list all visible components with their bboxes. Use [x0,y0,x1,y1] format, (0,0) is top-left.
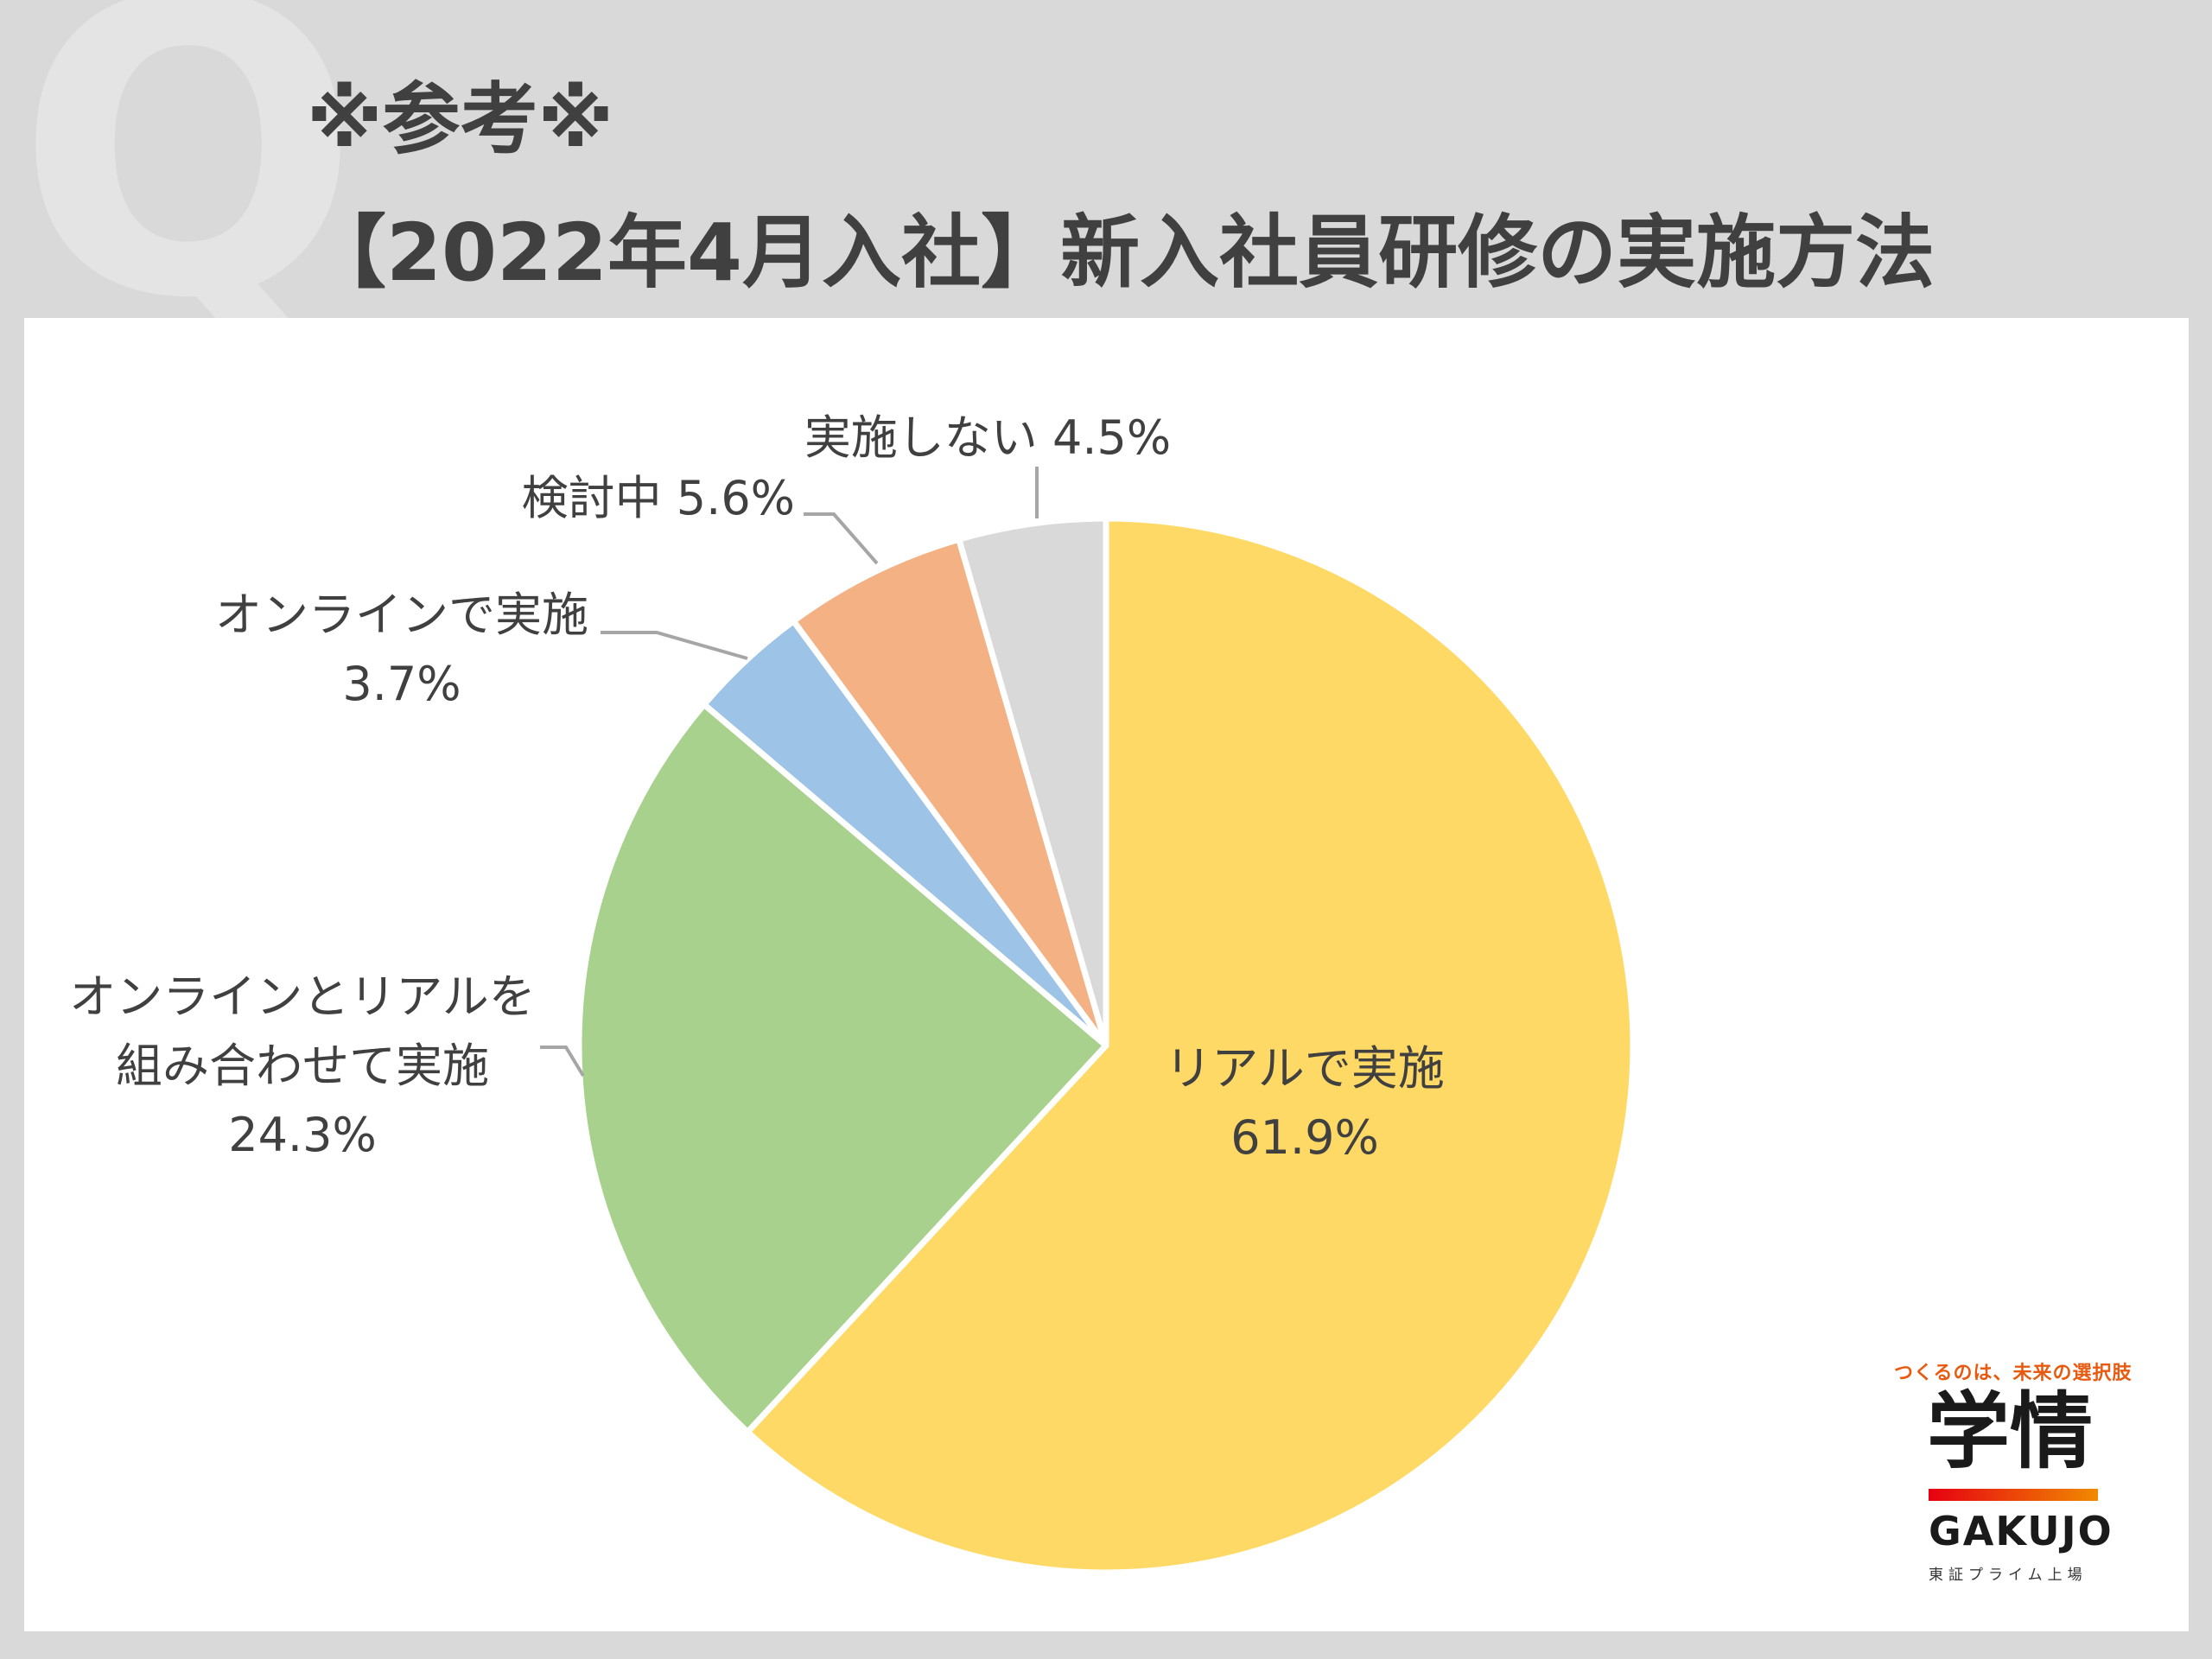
label-real-value: 61.9% [1230,1110,1379,1165]
q-watermark: Q [16,0,361,387]
logo-kanji: 学情 [1927,1383,2093,1480]
logo-subtitle: 東証プライム上場 [1929,1567,2088,1584]
pie-slice-1 [575,701,1109,1435]
leader-line-combo [540,1046,585,1077]
pie-slice-4 [956,515,1109,1049]
label-online-value: 3.7% [342,657,461,711]
label-online-name: オンラインで実施 [215,588,588,642]
pie-slice-0 [744,515,1637,1576]
pie-slice-3 [790,536,1109,1049]
leader-line-considering [804,512,879,565]
label-combo-name-1: オンラインとリアルを [69,969,535,1024]
pie-slices [575,515,1637,1576]
logo-tagline: つくるのは、未来の選択肢 [1894,1363,2133,1384]
label-real-name: リアルで実施 [1165,1041,1444,1096]
chart-title: 【2022年4月入社】新入社員研修の実施方法 [307,207,1936,299]
label-combo-value: 24.3% [228,1108,377,1162]
logo-bar [1929,1489,2098,1501]
label-considering: 検討中 5.6% [522,471,795,525]
leader-line-online [601,631,748,660]
label-combo-name-2: 組み合わせて実施 [116,1039,489,1093]
label-not-held: 実施しない 4.5% [804,410,1171,465]
logo-latin: GAKUJO [1929,1508,2113,1554]
title-reference: ※参考※ [307,74,613,165]
